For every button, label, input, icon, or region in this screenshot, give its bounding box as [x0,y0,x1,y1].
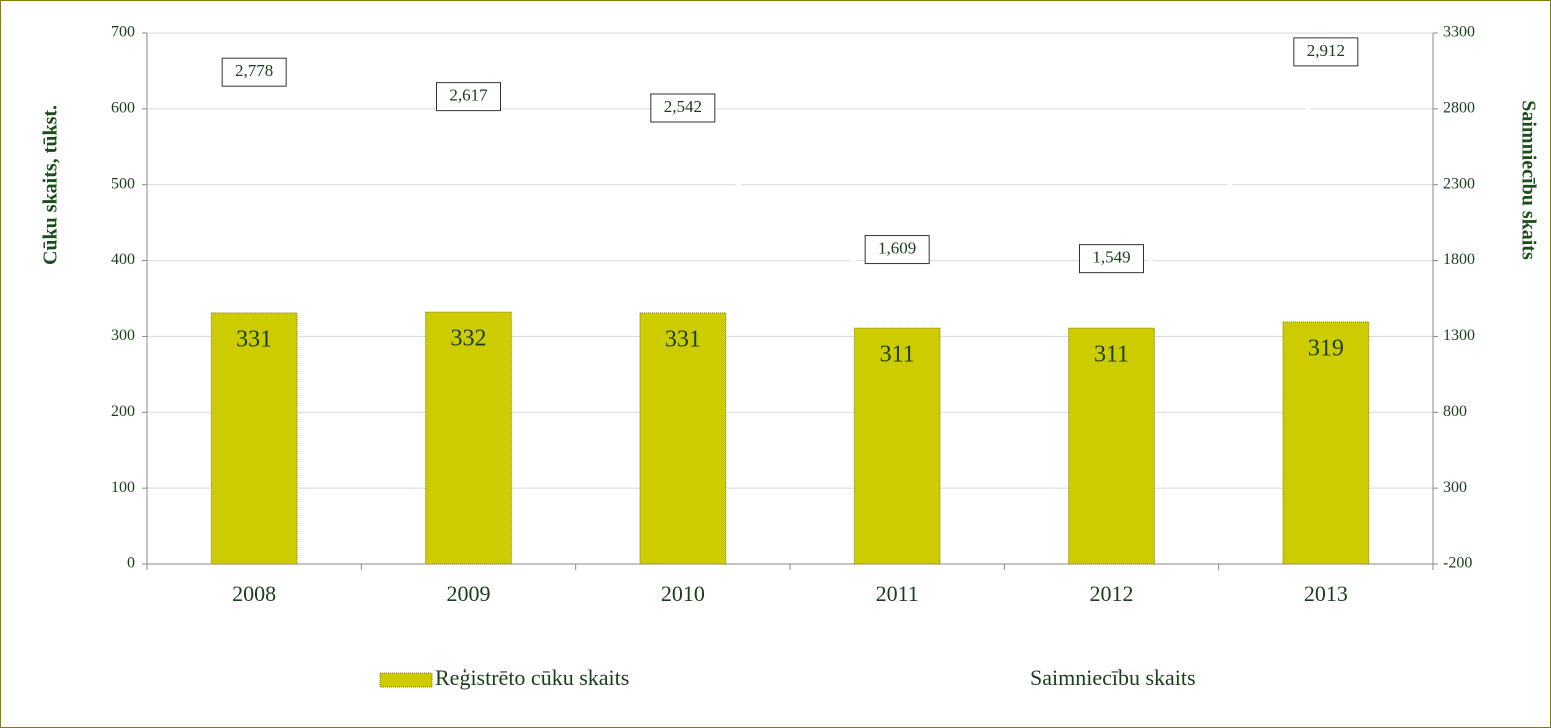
data-label: 1,549 [1092,248,1130,267]
y2-tick-label: 3300 [1443,24,1475,41]
data-label: 2,778 [235,61,273,80]
y-tick-label: 500 [111,175,135,192]
data-label: 2,542 [664,97,702,116]
bar [1282,321,1370,565]
y2-tick-label: 1300 [1443,327,1475,344]
bar-label: 331 [665,326,701,352]
x-tick-label: 2008 [232,581,276,606]
data-label-box [864,235,930,265]
line [253,90,1327,301]
y-tick-label: 200 [111,403,135,420]
x-tick-label: 2009 [447,581,491,606]
x-tick-label: 2012 [1090,581,1134,606]
y-tick-label: 600 [111,100,135,117]
y2-tick-label: 300 [1443,479,1467,496]
bar-label: 319 [1308,336,1344,362]
y-tick-label: 400 [111,251,135,268]
bar-label: 311 [1094,342,1129,368]
bar [210,312,298,565]
bar-label: 332 [451,326,487,352]
legend-label: Reģistrēto cūku skaits [435,665,629,690]
bar [1068,327,1155,565]
x-tick-label: 2013 [1304,581,1348,606]
y-tick-label: 100 [111,479,135,496]
x-tick-label: 2010 [661,581,705,606]
y2-tick-label: 1800 [1443,251,1475,268]
bar [425,311,512,565]
data-label-box [436,82,501,112]
y-tick-label: 700 [111,24,135,41]
bar [639,312,727,565]
data-label-box [650,93,716,123]
data-label: 1,609 [878,238,916,257]
data-label-box [221,57,287,87]
data-label: 2,617 [449,86,488,105]
bar-label: 311 [880,342,915,368]
y-tick-label: 300 [111,327,135,344]
bar-label: 331 [236,326,272,352]
y-tick-label: 0 [127,555,135,572]
y2-tick-label: 2800 [1443,100,1475,117]
y2-axis-label: Saimniecību skaits [1517,100,1539,260]
legend-swatch [379,672,433,688]
x-tick-label: 2011 [876,581,919,606]
legend-label: Saimniecību skaits [1030,665,1196,690]
data-label: 2,912 [1307,41,1345,60]
y2-tick-label: 800 [1443,403,1467,420]
bar [853,327,941,565]
data-label-box [1293,37,1359,67]
y2-tick-label: 2300 [1443,175,1475,192]
y-axis-label: Cūku skaits, tūkst. [40,105,62,265]
y2-tick-label: -200 [1443,555,1472,572]
data-label-box [1079,244,1144,274]
